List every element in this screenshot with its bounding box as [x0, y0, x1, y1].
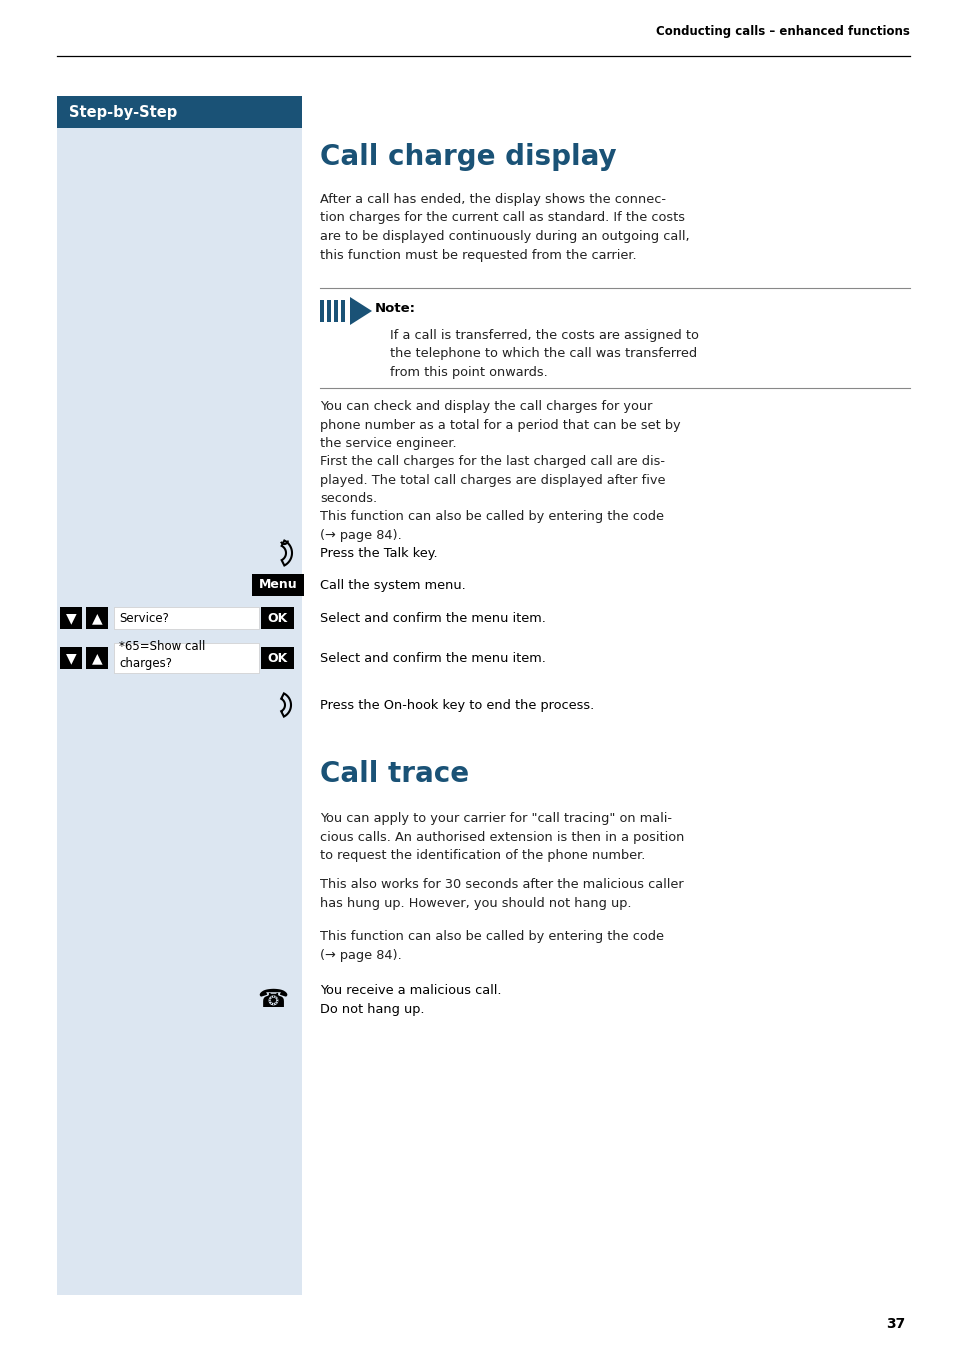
Text: Call charge display: Call charge display [319, 143, 616, 170]
FancyBboxPatch shape [60, 607, 82, 629]
Text: Press the Talk key.: Press the Talk key. [319, 546, 437, 560]
Text: You receive a malicious call.
Do not hang up.: You receive a malicious call. Do not han… [319, 984, 501, 1015]
FancyBboxPatch shape [57, 96, 302, 1295]
FancyBboxPatch shape [86, 607, 108, 629]
Text: Call trace: Call trace [319, 760, 469, 788]
Text: OK: OK [268, 611, 288, 625]
Text: This function can also be called by entering the code
(→ page 84).: This function can also be called by ente… [319, 510, 663, 542]
FancyBboxPatch shape [319, 300, 324, 322]
FancyBboxPatch shape [261, 648, 294, 669]
Text: Select and confirm the menu item.: Select and confirm the menu item. [319, 652, 545, 664]
FancyBboxPatch shape [113, 607, 258, 629]
Text: Menu: Menu [258, 579, 297, 592]
Text: After a call has ended, the display shows the connec-
tion charges for the curre: After a call has ended, the display show… [319, 193, 689, 261]
Text: ☎: ☎ [257, 988, 288, 1013]
Text: Select and confirm the menu item.: Select and confirm the menu item. [319, 611, 545, 625]
Text: OK: OK [268, 652, 288, 664]
Text: ▲: ▲ [91, 652, 102, 665]
Text: You can apply to your carrier for "call tracing" on mali-
cious calls. An author: You can apply to your carrier for "call … [319, 813, 683, 863]
Text: You can check and display the call charges for your
phone number as a total for : You can check and display the call charg… [319, 400, 679, 506]
FancyBboxPatch shape [113, 644, 258, 673]
Text: This function can also be called by entering the code
(→ page 84).: This function can also be called by ente… [319, 930, 663, 961]
Text: Press the On-hook key to end the process.: Press the On-hook key to end the process… [319, 699, 594, 711]
Text: ▼: ▼ [66, 611, 76, 625]
Polygon shape [350, 297, 372, 324]
Text: If a call is transferred, the costs are assigned to
the telephone to which the c: If a call is transferred, the costs are … [390, 329, 699, 379]
FancyBboxPatch shape [261, 607, 294, 629]
Text: Call the system menu.: Call the system menu. [319, 579, 465, 592]
Text: *65=Show call
charges?: *65=Show call charges? [119, 639, 205, 671]
FancyBboxPatch shape [86, 648, 108, 669]
FancyBboxPatch shape [60, 648, 82, 669]
FancyBboxPatch shape [252, 575, 304, 596]
Text: Note:: Note: [375, 303, 416, 315]
Text: ▲: ▲ [91, 611, 102, 625]
FancyBboxPatch shape [340, 300, 345, 322]
Text: This also works for 30 seconds after the malicious caller
has hung up. However, : This also works for 30 seconds after the… [319, 877, 683, 910]
FancyBboxPatch shape [327, 300, 331, 322]
Text: ▼: ▼ [66, 652, 76, 665]
Text: Service?: Service? [119, 611, 169, 625]
Text: Step-by-Step: Step-by-Step [69, 104, 177, 119]
Text: 37: 37 [884, 1317, 904, 1330]
Text: Conducting calls – enhanced functions: Conducting calls – enhanced functions [656, 26, 909, 38]
FancyBboxPatch shape [57, 96, 302, 128]
FancyBboxPatch shape [334, 300, 337, 322]
